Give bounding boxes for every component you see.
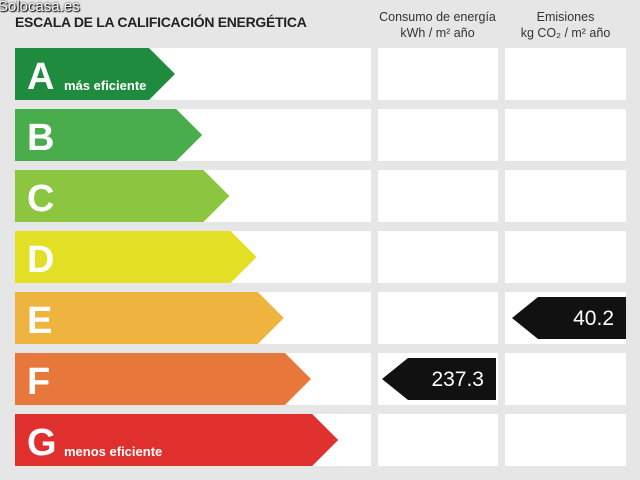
rating-arrow: [15, 353, 311, 405]
rating-arrow: [15, 231, 257, 283]
emisiones-unit: kg CO₂ / m² año: [520, 26, 611, 40]
consumo-marker: [382, 358, 496, 400]
rating-letter: C: [27, 178, 54, 220]
consumo-cell: [378, 414, 498, 466]
rating-letter: E: [27, 300, 52, 342]
rating-arrow: [15, 109, 203, 161]
emisiones-cell: [505, 48, 626, 100]
consumo-cell: [378, 109, 498, 161]
emisiones-cell: [505, 109, 626, 161]
consumo-header-line: Consumo de energía: [379, 10, 496, 24]
rating-letter: D: [27, 239, 54, 281]
consumo-value: 237.3: [431, 368, 484, 391]
rating-arrow: [15, 170, 230, 222]
rating-label: menos eficiente: [64, 444, 162, 459]
rating-arrow: [15, 414, 339, 466]
emisiones-value: 40.2: [573, 307, 614, 330]
emisiones-header-line: Emisiones: [536, 10, 595, 24]
consumo-cell: [378, 292, 498, 344]
consumo-cell: [378, 231, 498, 283]
rating-letter: B: [27, 117, 54, 159]
consumo-cell: [378, 170, 498, 222]
emisiones-cell: [505, 353, 626, 405]
emisiones-marker: [512, 297, 626, 339]
emisiones-cell: [505, 414, 626, 466]
rating-letter: A: [27, 56, 54, 98]
emisiones-header: Emisiones kg CO₂ / m² año: [498, 9, 633, 41]
watermark: Solocasa.es: [0, 0, 80, 15]
consumo-header: Consumo de energía kWh / m² año: [370, 9, 505, 41]
emisiones-cell: [505, 231, 626, 283]
rating-letter: G: [27, 422, 57, 464]
rating-arrow: [15, 48, 175, 100]
emisiones-cell: [505, 170, 626, 222]
title: ESCALA DE LA CALIFICACIÓN ENERGÉTICA: [15, 14, 307, 30]
rating-arrow: [15, 292, 284, 344]
consumo-unit: kWh / m² año: [400, 26, 475, 40]
rating-label: más eficiente: [64, 78, 146, 93]
consumo-cell: [378, 48, 498, 100]
rating-letter: F: [27, 361, 50, 403]
